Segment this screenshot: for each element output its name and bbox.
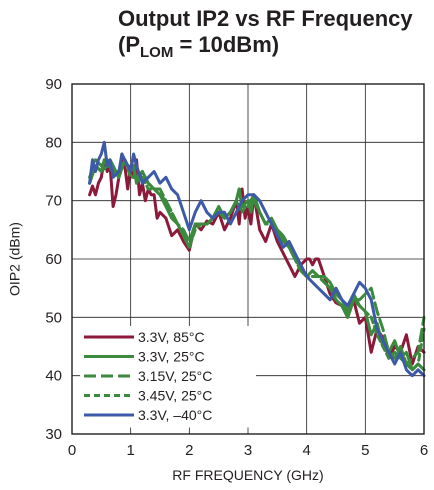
legend-label: 3.3V, 25°C — [138, 349, 205, 365]
legend-label: 3.45V, 25°C — [138, 388, 212, 404]
y-axis-label: OIP2 (dBm) — [7, 222, 23, 296]
legend-label: 3.3V, –40°C — [138, 407, 212, 423]
x-tick-label: 6 — [420, 442, 428, 459]
x-tick-label: 5 — [361, 442, 369, 459]
series-line — [88, 140, 426, 378]
y-tick-label: 80 — [45, 134, 62, 151]
chart-title: Output IP2 vs RF Frequency (PLOM = 10dBm… — [118, 6, 418, 61]
chart-title-open: (P — [118, 32, 140, 57]
x-tick-label: 2 — [185, 442, 193, 459]
series-lines — [88, 140, 426, 378]
series-line — [88, 158, 426, 372]
x-axis-label: RF FREQUENCY (GHz) — [172, 467, 323, 483]
x-tick-label: 1 — [126, 442, 134, 459]
tick-labels: 0 1 2 3 4 5 6 30 40 50 60 70 80 90 — [45, 76, 428, 459]
legend: 3.3V, 85°C 3.3V, 25°C 3.15V, 25°C 3.45V, 25… — [80, 326, 256, 428]
y-tick-label: 60 — [45, 251, 62, 268]
y-tick-label: 30 — [45, 426, 62, 443]
legend-label: 3.3V, 85°C — [138, 329, 205, 345]
x-tick-label: 0 — [68, 442, 76, 459]
x-tick-label: 3 — [244, 442, 252, 459]
y-tick-label: 40 — [45, 368, 62, 385]
chart-title-line1: Output IP2 vs RF Frequency — [118, 6, 413, 31]
legend-label: 3.15V, 25°C — [138, 368, 212, 384]
x-tick-label: 4 — [302, 442, 310, 459]
plot-frame — [71, 83, 425, 435]
y-tick-label: 70 — [45, 193, 62, 210]
y-tick-label: 50 — [45, 309, 62, 326]
y-tick-label: 90 — [45, 76, 62, 93]
chart-title-subscript: LOM — [140, 44, 174, 61]
chart-title-close: = 10dBm) — [173, 32, 280, 57]
